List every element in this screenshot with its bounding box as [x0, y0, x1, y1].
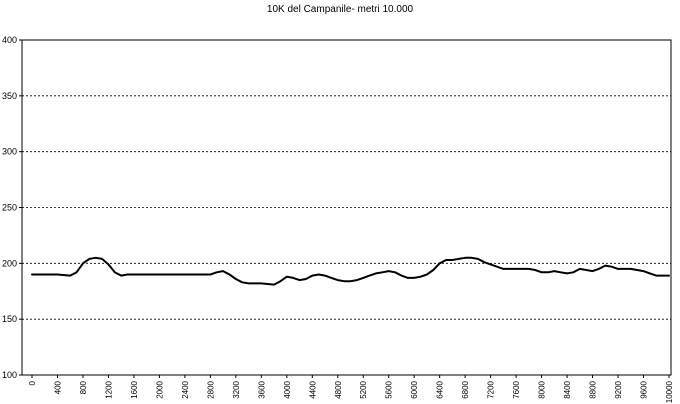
x-tick-label: 3600: [257, 380, 266, 398]
x-tick-label: 2400: [181, 380, 190, 398]
y-tick-label: 100: [2, 370, 17, 380]
x-tick-label: 1200: [104, 380, 113, 398]
x-tick-label: 800: [79, 380, 88, 394]
x-tick-label: 4400: [308, 380, 317, 398]
series-layer: [31, 256, 670, 286]
x-tick-label: 7200: [487, 380, 496, 398]
x-tick-label: 10000: [665, 380, 674, 403]
x-axis-ticks: 0 400 800 1200 1600 2000 2400 2800 3200 3600 4000 4…: [28, 375, 674, 403]
x-tick-label: 6400: [436, 380, 445, 398]
chart-title: 10K del Campanile- metri 10.000: [266, 4, 414, 15]
y-tick-label: 150: [2, 314, 17, 324]
y-axis-ticks: 100 150 200 250 300 350 400: [2, 35, 22, 380]
x-tick-label: 7600: [512, 380, 521, 398]
x-tick-label: 1600: [130, 380, 139, 398]
grid-lines: [22, 95, 671, 320]
x-tick-label: 4800: [334, 380, 343, 398]
x-tick-label: 5600: [385, 380, 394, 398]
x-tick-label: 8800: [589, 380, 598, 398]
x-tick-label: 4000: [283, 380, 292, 398]
x-tick-label: 2000: [155, 380, 164, 398]
x-tick-label: 5200: [359, 380, 368, 398]
y-tick-label: 200: [2, 258, 17, 268]
x-tick-label: 2800: [206, 380, 215, 398]
x-tick-label: 0: [28, 380, 37, 385]
x-tick-label: 6000: [410, 380, 419, 398]
series-line: [31, 256, 670, 286]
y-tick-label: 350: [2, 91, 17, 101]
x-tick-label: 9600: [640, 380, 649, 398]
y-tick-label: 300: [2, 147, 17, 157]
y-tick-label: 400: [2, 35, 17, 45]
y-tick-label: 250: [2, 203, 17, 213]
x-tick-label: 8400: [563, 380, 572, 398]
x-tick-label: 400: [53, 380, 62, 394]
x-tick-label: 6800: [461, 380, 470, 398]
x-tick-label: 9200: [614, 380, 623, 398]
x-tick-label: 3200: [232, 380, 241, 398]
x-tick-label: 8000: [538, 380, 547, 398]
